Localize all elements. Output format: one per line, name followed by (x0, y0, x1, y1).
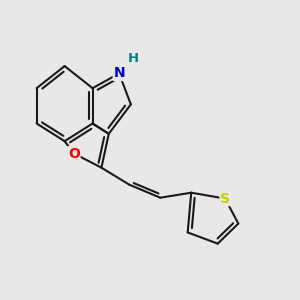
Text: H: H (128, 52, 140, 65)
Text: N: N (113, 66, 125, 80)
Text: S: S (220, 192, 230, 206)
Text: O: O (68, 146, 80, 161)
